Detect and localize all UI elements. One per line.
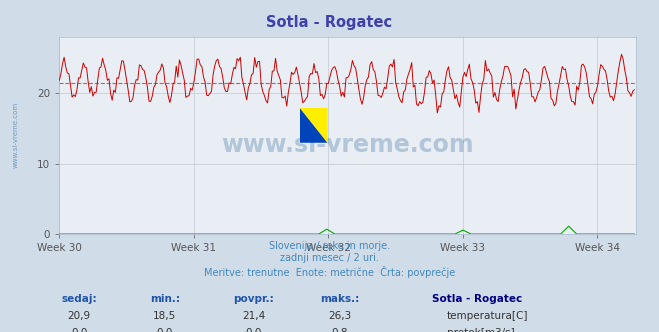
Text: temperatura[C]: temperatura[C] (447, 311, 529, 321)
Text: Meritve: trenutne  Enote: metrične  Črta: povprečje: Meritve: trenutne Enote: metrične Črta: … (204, 266, 455, 278)
Text: Sotla - Rogatec: Sotla - Rogatec (432, 294, 522, 304)
Text: Sotla - Rogatec: Sotla - Rogatec (266, 15, 393, 30)
Text: www.si-vreme.com: www.si-vreme.com (13, 102, 19, 168)
Text: pretok[m3/s]: pretok[m3/s] (447, 328, 515, 332)
Polygon shape (307, 117, 328, 143)
Text: 20,9: 20,9 (67, 311, 91, 321)
Text: min.:: min.: (150, 294, 180, 304)
Text: sedaj:: sedaj: (61, 294, 97, 304)
Text: 0,0: 0,0 (71, 328, 87, 332)
Text: maks.:: maks.: (320, 294, 359, 304)
Text: 0,0: 0,0 (246, 328, 262, 332)
Text: 0,8: 0,8 (331, 328, 348, 332)
Text: 0,0: 0,0 (157, 328, 173, 332)
Text: zadnji mesec / 2 uri.: zadnji mesec / 2 uri. (280, 253, 379, 263)
Text: 26,3: 26,3 (328, 311, 351, 321)
Polygon shape (300, 108, 328, 143)
Text: Slovenija / reke in morje.: Slovenija / reke in morje. (269, 241, 390, 251)
Text: 18,5: 18,5 (153, 311, 177, 321)
Text: povpr.:: povpr.: (233, 294, 274, 304)
Polygon shape (300, 108, 328, 143)
Text: www.si-vreme.com: www.si-vreme.com (221, 133, 474, 157)
Text: 21,4: 21,4 (242, 311, 266, 321)
